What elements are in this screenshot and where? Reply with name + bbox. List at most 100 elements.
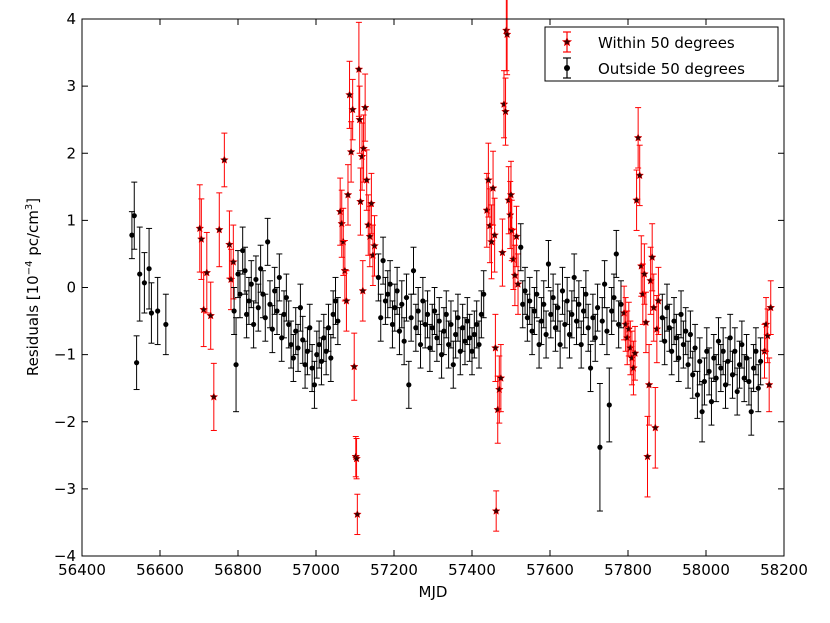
data-point-outside <box>313 330 320 379</box>
circle-marker <box>471 331 477 338</box>
circle-marker <box>694 392 701 398</box>
circle-marker <box>604 328 610 334</box>
circle-marker <box>711 355 717 361</box>
data-point-outside <box>450 340 457 389</box>
circle-marker <box>387 281 393 287</box>
data-point-within <box>343 164 353 226</box>
data-point-outside <box>257 244 264 293</box>
data-point-outside <box>578 320 585 369</box>
circle-marker <box>662 338 668 344</box>
data-point-outside <box>668 327 675 376</box>
data-point-outside <box>550 273 557 322</box>
x-tick-label: 56400 <box>58 561 106 579</box>
star-marker <box>490 230 500 239</box>
circle-marker <box>302 362 308 368</box>
circle-marker <box>522 288 528 294</box>
data-point-outside <box>236 270 243 319</box>
circle-marker <box>431 308 438 314</box>
data-point-within <box>348 78 358 141</box>
circle-marker <box>248 281 254 287</box>
data-point-outside <box>285 300 292 349</box>
circle-marker <box>464 318 470 324</box>
data-point-within <box>225 210 234 279</box>
circle-marker <box>434 335 440 341</box>
data-point-within <box>487 204 496 280</box>
star-marker <box>343 190 353 199</box>
legend-marker-within <box>561 31 573 53</box>
data-point-outside <box>162 293 169 356</box>
circle-marker <box>258 266 264 272</box>
circle-marker <box>576 301 582 307</box>
circle-marker <box>541 301 547 307</box>
circle-marker <box>683 328 689 334</box>
star-marker <box>209 392 219 401</box>
circle-marker <box>460 325 466 331</box>
data-point-within <box>502 0 512 76</box>
data-point-outside <box>264 217 271 266</box>
star-marker <box>496 373 506 382</box>
circle-marker <box>378 315 384 321</box>
circle-marker <box>732 348 738 354</box>
data-point-outside <box>696 337 703 386</box>
data-point-outside <box>526 276 533 325</box>
data-point-outside <box>250 300 257 349</box>
data-point-within <box>632 169 641 231</box>
y-tick-label: −3 <box>54 480 76 498</box>
data-point-within <box>345 60 354 129</box>
circle-marker <box>753 348 759 354</box>
star-marker <box>219 155 229 164</box>
circle-marker <box>616 321 622 328</box>
circle-marker <box>410 268 417 274</box>
data-point-outside <box>398 280 405 329</box>
x-tick-label: 57000 <box>292 561 340 579</box>
y-axis-label-part2: pc/cm <box>24 210 42 260</box>
data-point-outside <box>290 333 297 382</box>
data-point-outside <box>382 276 389 325</box>
y-tick-label: 2 <box>66 144 76 162</box>
data-point-within <box>633 107 643 169</box>
axis-ticks: 56400 56600 56800 57000 57200 57400 57600 57800… <box>54 10 808 579</box>
data-point-outside <box>476 320 483 369</box>
data-point-outside <box>613 229 620 278</box>
circle-marker <box>253 276 259 283</box>
circle-marker <box>699 409 705 415</box>
circle-marker <box>415 308 421 314</box>
data-point-outside <box>417 320 424 369</box>
data-point-within <box>764 357 774 413</box>
data-point-within <box>488 150 498 226</box>
data-point-outside <box>592 313 599 362</box>
star-marker <box>764 380 774 389</box>
data-point-outside <box>148 282 155 344</box>
circle-marker <box>573 318 580 324</box>
circle-marker <box>283 294 289 301</box>
circle-marker <box>697 358 703 364</box>
circle-marker <box>518 244 524 250</box>
circle-marker <box>448 321 454 328</box>
star-marker <box>349 362 359 371</box>
circle-marker <box>736 362 743 368</box>
data-point-outside <box>325 303 332 352</box>
circle-marker <box>555 305 561 311</box>
circle-marker <box>380 258 386 264</box>
star-marker <box>358 286 368 295</box>
data-point-outside <box>596 382 603 512</box>
data-point-outside <box>522 266 529 315</box>
data-point-outside <box>403 273 410 322</box>
y-axis-label-part1: Residuals [10 <box>24 275 42 376</box>
data-point-outside <box>701 357 708 406</box>
circle-marker <box>134 360 140 366</box>
series-within-50-degrees <box>195 0 776 536</box>
y-tick-label: −1 <box>54 346 76 364</box>
circle-marker <box>129 232 135 238</box>
data-point-outside <box>408 293 415 342</box>
data-point-outside <box>146 227 153 310</box>
star-marker <box>356 196 365 206</box>
circle-marker <box>469 348 475 354</box>
data-point-outside <box>471 310 478 359</box>
data-point-outside <box>461 317 468 366</box>
data-point-within <box>355 85 365 154</box>
data-point-within <box>639 243 649 305</box>
circle-marker <box>704 348 710 354</box>
circle-marker <box>708 399 715 405</box>
x-tick-label: 57400 <box>448 561 496 579</box>
